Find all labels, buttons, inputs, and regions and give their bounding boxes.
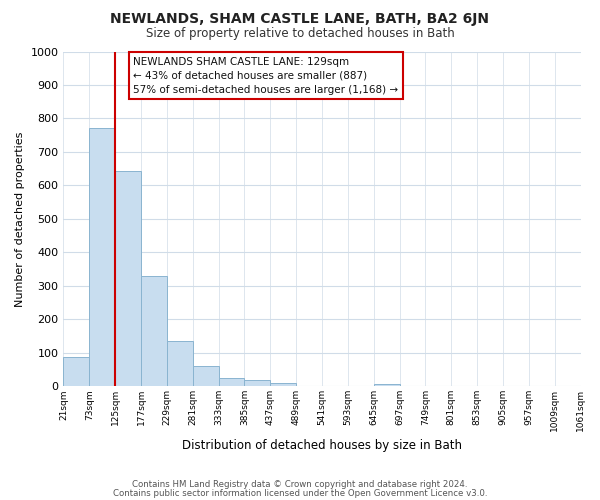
Text: NEWLANDS SHAM CASTLE LANE: 129sqm
← 43% of detached houses are smaller (887)
57%: NEWLANDS SHAM CASTLE LANE: 129sqm ← 43% … bbox=[133, 56, 398, 94]
Y-axis label: Number of detached properties: Number of detached properties bbox=[15, 131, 25, 306]
Bar bbox=[64, 357, 89, 386]
Bar bbox=[167, 341, 193, 386]
Text: Contains public sector information licensed under the Open Government Licence v3: Contains public sector information licen… bbox=[113, 490, 487, 498]
Bar bbox=[374, 384, 400, 386]
Text: Contains HM Land Registry data © Crown copyright and database right 2024.: Contains HM Land Registry data © Crown c… bbox=[132, 480, 468, 489]
X-axis label: Distribution of detached houses by size in Bath: Distribution of detached houses by size … bbox=[182, 440, 462, 452]
Bar bbox=[218, 378, 244, 386]
Bar bbox=[193, 366, 218, 386]
Bar bbox=[141, 276, 167, 386]
Bar bbox=[89, 128, 115, 386]
Text: NEWLANDS, SHAM CASTLE LANE, BATH, BA2 6JN: NEWLANDS, SHAM CASTLE LANE, BATH, BA2 6J… bbox=[110, 12, 490, 26]
Bar bbox=[115, 171, 141, 386]
Text: Size of property relative to detached houses in Bath: Size of property relative to detached ho… bbox=[146, 28, 454, 40]
Bar bbox=[270, 383, 296, 386]
Bar bbox=[244, 380, 270, 386]
